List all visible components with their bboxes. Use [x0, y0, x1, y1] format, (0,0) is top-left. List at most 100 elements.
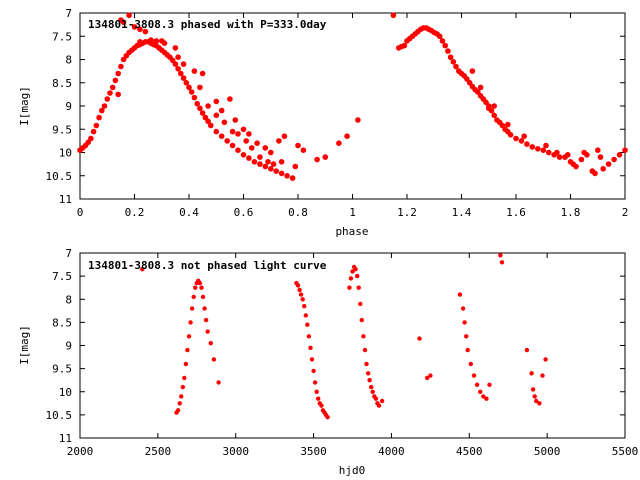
data-point — [369, 384, 374, 390]
data-points — [140, 253, 548, 420]
data-point — [246, 131, 252, 137]
x-tick-label: 1 — [349, 206, 356, 219]
data-point — [235, 131, 241, 137]
data-point — [314, 389, 319, 394]
y-tick-label: 11 — [59, 432, 72, 445]
data-point — [193, 285, 198, 290]
data-point — [356, 285, 361, 290]
data-point — [311, 368, 316, 374]
data-point — [344, 133, 350, 139]
data-point — [213, 98, 220, 105]
data-point — [355, 117, 361, 123]
data-point — [109, 84, 116, 91]
x-tick-label: 4500 — [456, 445, 483, 458]
data-point — [465, 347, 470, 353]
data-point — [268, 149, 274, 156]
data-point — [468, 361, 473, 367]
data-point — [178, 70, 184, 77]
x-tick-label: 0.6 — [234, 206, 254, 219]
data-point — [379, 398, 385, 404]
data-point — [107, 90, 113, 96]
data-point — [177, 401, 182, 406]
data-point — [131, 24, 138, 30]
data-point — [224, 138, 230, 144]
data-point — [365, 371, 371, 376]
data-point — [570, 161, 576, 167]
data-point — [188, 320, 193, 325]
data-point — [118, 63, 124, 70]
x-tick-label: 5500 — [612, 445, 639, 458]
data-point — [257, 161, 263, 167]
data-point — [540, 147, 547, 153]
data-point — [361, 334, 366, 339]
data-point — [312, 380, 318, 385]
data-point — [297, 287, 302, 293]
data-point — [505, 121, 511, 128]
data-point — [172, 45, 179, 51]
y-tick-label: 10.5 — [46, 409, 73, 422]
data-point — [362, 347, 368, 353]
data-point — [281, 133, 288, 139]
y-tick-label: 8.5 — [52, 77, 72, 90]
data-point — [314, 156, 320, 163]
data-point — [453, 63, 459, 70]
y-axis-label: I[mag] — [18, 325, 31, 365]
data-point — [442, 42, 449, 49]
x-tick-label: 3500 — [300, 445, 327, 458]
data-point — [115, 91, 121, 98]
data-point — [605, 161, 612, 167]
data-point — [175, 54, 181, 60]
data-point — [227, 96, 233, 102]
data-point — [535, 146, 541, 152]
x-tick-label: 4000 — [378, 445, 405, 458]
data-point — [137, 26, 143, 33]
data-point — [425, 375, 430, 381]
data-point — [348, 276, 354, 281]
data-point — [240, 126, 247, 133]
data-point — [213, 112, 220, 119]
x-tick-label: 0 — [77, 206, 84, 219]
data-point — [554, 149, 560, 156]
data-point — [359, 317, 364, 323]
data-point — [474, 382, 480, 387]
data-point — [175, 408, 181, 413]
data-point — [186, 334, 192, 339]
data-point — [115, 70, 121, 77]
y-tick-label: 10 — [59, 147, 72, 160]
data-point — [300, 297, 305, 302]
y-tick-label: 10 — [59, 386, 72, 399]
data-point — [592, 170, 598, 177]
data-point — [120, 19, 127, 26]
data-point — [513, 135, 519, 142]
data-point — [262, 163, 269, 170]
data-point — [200, 294, 206, 300]
data-point — [191, 68, 198, 74]
data-point — [353, 267, 358, 272]
y-tick-label: 8.5 — [52, 316, 72, 329]
data-point — [248, 145, 255, 151]
data-point — [148, 37, 154, 43]
data-point — [484, 396, 489, 401]
data-point — [199, 70, 206, 77]
data-point — [543, 357, 548, 362]
data-point — [90, 128, 97, 135]
data-point — [486, 105, 492, 112]
data-point — [295, 283, 301, 288]
data-point — [262, 145, 269, 151]
data-point — [153, 38, 160, 44]
data-point — [180, 61, 187, 67]
data-point — [355, 273, 360, 279]
data-point — [175, 66, 181, 72]
data-point — [205, 103, 211, 109]
y-tick-label: 8 — [65, 293, 72, 306]
data-point — [457, 292, 463, 297]
data-point — [350, 269, 355, 274]
data-point — [471, 373, 477, 378]
data-point — [319, 403, 324, 408]
data-point — [298, 292, 304, 297]
data-point — [278, 170, 285, 177]
data-point — [477, 84, 484, 91]
y-tick-label: 8 — [65, 54, 72, 67]
data-point — [203, 317, 209, 323]
data-point — [289, 175, 296, 181]
